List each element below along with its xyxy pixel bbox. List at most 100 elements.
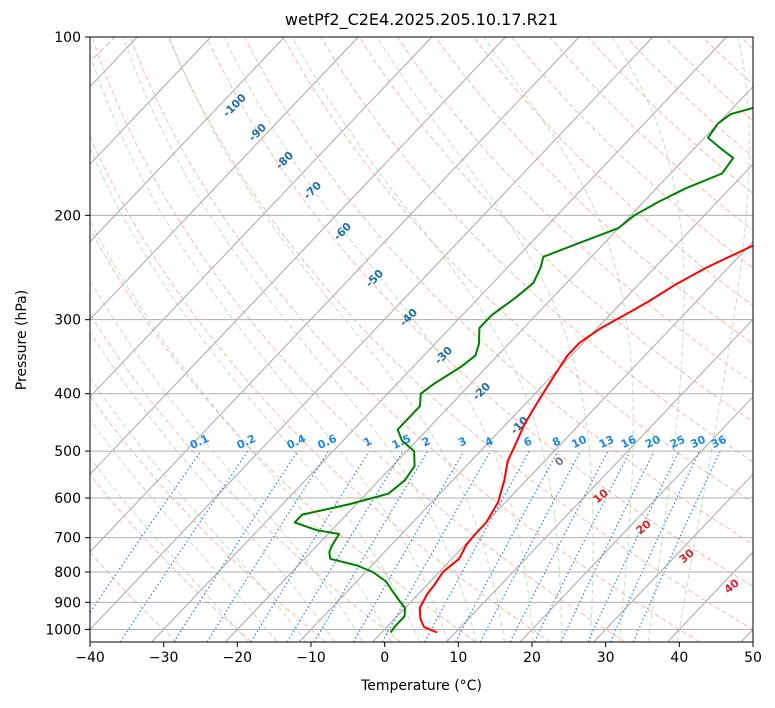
dry-adiabat-line — [244, 37, 753, 545]
isotherm-line — [151, 37, 727, 642]
mixing-ratio-line — [609, 450, 701, 642]
mixing-ratio-label: 10 — [570, 433, 590, 451]
y-tick-label: 200 — [54, 208, 81, 224]
dry-adiabat-line — [167, 37, 753, 631]
isotherm-line — [90, 37, 506, 476]
isotherm-line — [0, 37, 64, 642]
chart-title: wetPf2_C2E4.2025.205.10.17.R21 — [284, 10, 559, 29]
moist-adiabat-line — [90, 376, 307, 642]
dry-adiabat-line — [91, 37, 626, 642]
mixing-ratio-label: 2 — [420, 434, 432, 449]
dewpoint-trace — [293, 106, 753, 634]
moist-adiabat-label: -80 — [273, 149, 296, 172]
mixing-ratio-label: 3 — [456, 434, 468, 449]
dry-adiabat-label: 10 — [591, 486, 611, 506]
mixing-ratio-line — [206, 450, 330, 642]
dry-adiabat-label: 40 — [722, 576, 742, 596]
isotherm-line — [90, 37, 654, 631]
mixing-ratio-line — [587, 450, 680, 642]
moist-adiabat-line — [122, 37, 477, 642]
mixing-ratio-line — [632, 450, 721, 642]
dry-adiabat-line — [587, 37, 753, 195]
dry-adiabat-line — [90, 473, 252, 642]
dry-adiabat-line — [358, 37, 753, 423]
mixing-ratio-label: 16 — [619, 433, 639, 451]
mixing-ratio-line — [560, 450, 655, 642]
mixing-ratio-label: 1 — [362, 434, 374, 449]
isotherm-line — [298, 163, 753, 642]
moist-adiabat-label: -30 — [432, 344, 455, 367]
background-lines — [0, 37, 753, 642]
mixing-ratio-line — [455, 450, 559, 642]
moist-adiabat-line — [90, 331, 335, 642]
saturation-curve-line — [90, 37, 116, 62]
x-tick-label: 30 — [597, 650, 615, 666]
isotherm-line — [90, 37, 359, 321]
dry-adiabat-line — [90, 551, 178, 642]
y-tick-label: 900 — [54, 595, 81, 611]
moist-adiabat-line — [90, 53, 449, 642]
plot-frame — [89, 36, 754, 643]
mixing-ratio-label: 30 — [688, 433, 708, 451]
moist-adiabat-line — [90, 219, 392, 642]
mixing-ratio-line — [173, 450, 299, 642]
dry-adiabat-line — [549, 37, 753, 232]
moist-adiabat-line — [90, 279, 364, 642]
mixing-ratio-label: 8 — [550, 434, 562, 449]
temperature-trace — [418, 244, 753, 634]
x-tick-label: −30 — [149, 650, 179, 666]
mixing-ratio-line — [250, 450, 370, 642]
dry-adiabat-line — [206, 37, 753, 587]
x-tick-label: 20 — [523, 650, 541, 666]
background-line-labels: 0.1 0.2 0.4 0.6 1 1.5 2 3 4 6 8 10 13 16 20 25 30 36-100-… — [188, 91, 742, 596]
mixing-ratio-line — [423, 450, 530, 642]
dry-adiabat-line — [511, 37, 753, 269]
mixing-ratio-label: 6 — [522, 434, 535, 449]
isotherm-line — [90, 37, 580, 553]
axes: −40 −30 −20 −10 0 10 20 30 40 5010020030040050060… — [45, 30, 762, 666]
isotherm-line — [519, 396, 753, 642]
isotherm-line — [90, 37, 433, 398]
x-axis-label: Temperature (°C) — [361, 678, 482, 694]
x-tick-label: 40 — [670, 650, 688, 666]
moist-adiabat-line — [90, 418, 278, 642]
mixing-ratio-line — [352, 450, 465, 642]
mixing-ratio-label: 0.4 — [285, 432, 308, 452]
moist-adiabat-line — [90, 457, 249, 642]
profile-traces — [293, 106, 753, 634]
y-tick-label: 800 — [54, 565, 81, 581]
mixing-ratio-label: 1.5 — [390, 432, 413, 452]
dry-adiabat-line — [90, 313, 402, 642]
mixing-ratio-label: 13 — [597, 433, 616, 451]
x-tick-label: 10 — [449, 650, 467, 666]
moist-adiabat-label: -90 — [246, 121, 269, 144]
isotherm-line — [90, 37, 212, 165]
isotherm-line — [90, 37, 285, 243]
y-tick-label: 300 — [54, 313, 81, 329]
x-tick-label: −10 — [296, 650, 326, 666]
x-tick-label: 50 — [744, 650, 762, 666]
dry-adiabat-line — [434, 37, 753, 345]
y-tick-label: 700 — [54, 531, 81, 547]
moist-adiabat-label: -100 — [220, 91, 249, 120]
mixing-ratio-line — [313, 450, 429, 642]
isotherm-line — [593, 473, 753, 642]
x-tick-label: 0 — [380, 650, 389, 666]
y-tick-label: 100 — [54, 30, 81, 46]
dry-adiabat-line — [396, 37, 753, 384]
mixing-ratio-label: 20 — [643, 433, 663, 451]
moist-adiabat-label: -70 — [301, 179, 324, 202]
moist-adiabat-line — [483, 37, 634, 642]
dry-adiabat-line — [473, 37, 753, 307]
dry-adiabat-line — [90, 227, 476, 642]
moist-adiabat-line — [676, 37, 750, 642]
dry-adiabat-line — [740, 37, 753, 50]
dry-adiabat-line — [625, 37, 753, 158]
mixing-ratio-line — [381, 450, 492, 642]
isotherm-line — [225, 85, 753, 642]
mixing-ratio-label: 36 — [709, 433, 729, 451]
moist-adiabat-line — [376, 37, 594, 642]
mixing-ratio-line — [90, 450, 202, 614]
